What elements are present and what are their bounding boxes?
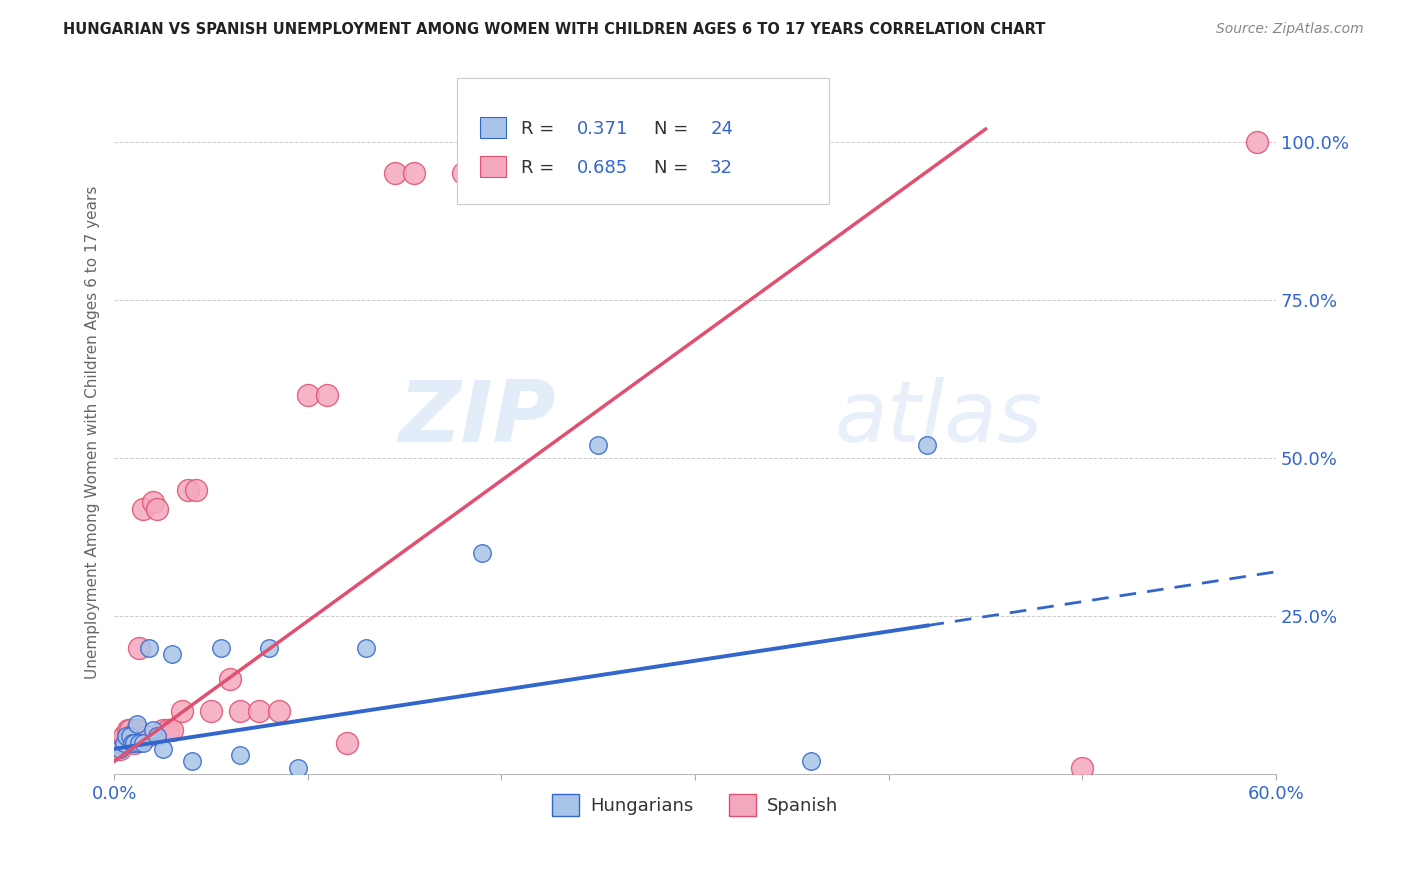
Text: 0.371: 0.371 xyxy=(576,120,628,138)
Point xyxy=(1071,761,1094,775)
Text: N =: N = xyxy=(654,120,695,138)
Point xyxy=(800,755,823,769)
FancyBboxPatch shape xyxy=(479,155,506,177)
Point xyxy=(162,647,184,661)
Y-axis label: Unemployment Among Women with Children Ages 6 to 17 years: Unemployment Among Women with Children A… xyxy=(86,186,100,680)
Point xyxy=(122,735,145,749)
FancyBboxPatch shape xyxy=(479,117,506,138)
Point xyxy=(588,438,610,452)
Point xyxy=(142,495,165,509)
Point xyxy=(451,166,474,180)
Text: ZIP: ZIP xyxy=(398,377,555,460)
Text: N =: N = xyxy=(654,159,695,177)
Point xyxy=(267,704,290,718)
Point xyxy=(170,704,193,718)
Point xyxy=(112,729,135,743)
Point xyxy=(117,723,139,737)
Point xyxy=(184,483,207,497)
Point xyxy=(121,729,143,743)
Legend: Hungarians, Spanish: Hungarians, Spanish xyxy=(544,787,845,823)
Point xyxy=(384,166,406,180)
Point xyxy=(138,640,160,655)
Point xyxy=(249,704,271,718)
Point xyxy=(287,761,309,775)
FancyBboxPatch shape xyxy=(457,78,828,204)
Point xyxy=(114,729,136,743)
Point xyxy=(128,640,150,655)
Point xyxy=(180,755,202,769)
Text: atlas: atlas xyxy=(835,377,1042,460)
Point xyxy=(118,729,141,743)
Point xyxy=(152,723,174,737)
Point xyxy=(118,723,141,737)
Point xyxy=(177,483,200,497)
Point xyxy=(127,716,149,731)
Text: HUNGARIAN VS SPANISH UNEMPLOYMENT AMONG WOMEN WITH CHILDREN AGES 6 TO 17 YEARS C: HUNGARIAN VS SPANISH UNEMPLOYMENT AMONG … xyxy=(63,22,1046,37)
Point xyxy=(229,748,252,763)
Point xyxy=(112,735,135,749)
Point xyxy=(108,741,131,756)
Point xyxy=(132,501,155,516)
Point xyxy=(132,735,155,749)
Point xyxy=(122,735,145,749)
Point xyxy=(257,640,280,655)
Text: 0.685: 0.685 xyxy=(576,159,628,177)
Point xyxy=(146,501,169,516)
Point xyxy=(121,735,143,749)
Point xyxy=(354,640,377,655)
Text: R =: R = xyxy=(520,159,560,177)
Point xyxy=(297,387,319,401)
Point xyxy=(209,640,232,655)
Point xyxy=(917,438,939,452)
Point xyxy=(219,673,242,687)
Point xyxy=(229,704,252,718)
Text: R =: R = xyxy=(520,120,560,138)
Point xyxy=(136,729,159,743)
Point xyxy=(471,546,494,560)
Point xyxy=(335,735,357,749)
Point xyxy=(162,723,184,737)
Text: Source: ZipAtlas.com: Source: ZipAtlas.com xyxy=(1216,22,1364,37)
Point xyxy=(152,741,174,756)
Point xyxy=(200,704,222,718)
Point xyxy=(111,735,134,749)
Point xyxy=(404,166,426,180)
Point xyxy=(142,723,165,737)
Text: 24: 24 xyxy=(710,120,733,138)
Point xyxy=(157,723,180,737)
Point xyxy=(1246,135,1268,149)
Point xyxy=(128,735,150,749)
Text: 32: 32 xyxy=(710,159,733,177)
Point xyxy=(316,387,339,401)
Point xyxy=(108,741,131,756)
Point xyxy=(127,723,149,737)
Point xyxy=(146,729,169,743)
